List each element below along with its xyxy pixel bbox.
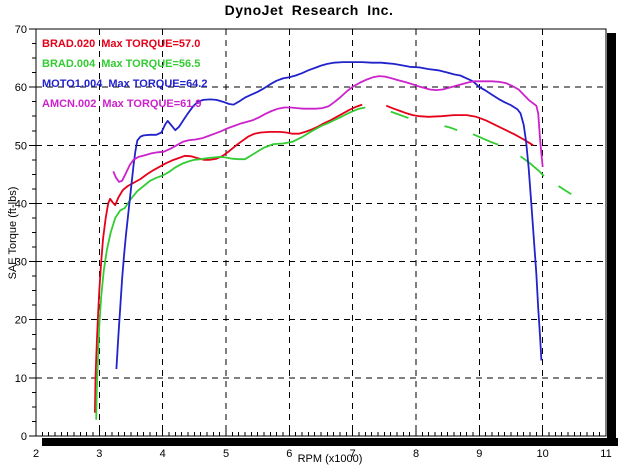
legend-max-torque: Max TORQUE=56.5 bbox=[101, 58, 201, 70]
y-tick-labels: 0 10 20 30 40 50 60 70 bbox=[15, 24, 27, 443]
legend: BRAD.020 Max TORQUE=57.0 BRAD.004 Max TORQ… bbox=[42, 38, 207, 118]
y-ticks bbox=[29, 28, 36, 437]
x-tick-label: 6 bbox=[286, 448, 292, 460]
x-tick-label: 10 bbox=[537, 448, 549, 460]
series-AMCN.002 bbox=[112, 75, 544, 183]
legend-series-name: BRAD.004 bbox=[42, 58, 96, 70]
x-tick-label: 11 bbox=[600, 448, 611, 460]
x-tick-label: 8 bbox=[413, 448, 419, 460]
legend-item-amcn002: AMCN.002 Max TORQUE=61.9 bbox=[42, 98, 207, 118]
y-tick-label: 10 bbox=[15, 373, 27, 385]
y-tick-label: 40 bbox=[15, 198, 27, 210]
y-axis-title: SAE Torque (ft-lbs) bbox=[7, 186, 19, 280]
x-tick-label: 7 bbox=[350, 448, 356, 460]
y-tick-label: 50 bbox=[15, 140, 27, 152]
plot-shadow bbox=[42, 33, 618, 446]
legend-series-name: BRAD.020 bbox=[42, 38, 96, 50]
x-tick-label: 4 bbox=[160, 448, 166, 460]
series-BRAD.020 bbox=[94, 103, 534, 413]
series-MOTO1.004 bbox=[115, 61, 543, 370]
gridlines bbox=[36, 29, 606, 436]
legend-item-moto1004: MOTO1.004 Max TORQUE=64.2 bbox=[42, 78, 207, 98]
chart-title: DynoJet Research Inc. bbox=[224, 2, 394, 18]
x-tick-label: 9 bbox=[476, 448, 482, 460]
legend-item-brad020: BRAD.020 Max TORQUE=57.0 bbox=[42, 38, 207, 58]
legend-series-name: MOTO1.004 bbox=[42, 78, 103, 90]
x-tick-label: 3 bbox=[96, 448, 102, 460]
x-axis-title: RPM (x1000) bbox=[297, 453, 363, 465]
legend-item-brad004: BRAD.004 Max TORQUE=56.5 bbox=[42, 58, 207, 78]
y-tick-label: 70 bbox=[15, 24, 27, 36]
x-tick-labels: 2 3 4 5 6 7 8 9 10 11 bbox=[33, 448, 612, 460]
plot-frame bbox=[35, 28, 607, 437]
y-tick-label: 30 bbox=[15, 257, 27, 269]
series-BRAD.004 bbox=[95, 106, 572, 420]
legend-max-torque: Max TORQUE=57.0 bbox=[101, 38, 201, 50]
y-tick-label: 60 bbox=[15, 82, 27, 94]
legend-max-torque: Max TORQUE=61.9 bbox=[102, 98, 202, 110]
x-tick-label: 5 bbox=[223, 448, 229, 460]
x-ticks bbox=[35, 429, 607, 436]
x-tick-label: 2 bbox=[33, 448, 39, 460]
y-tick-label: 0 bbox=[21, 431, 27, 443]
y-tick-label: 20 bbox=[15, 315, 27, 327]
legend-series-name: AMCN.002 bbox=[42, 98, 97, 110]
legend-max-torque: Max TORQUE=64.2 bbox=[108, 78, 208, 90]
